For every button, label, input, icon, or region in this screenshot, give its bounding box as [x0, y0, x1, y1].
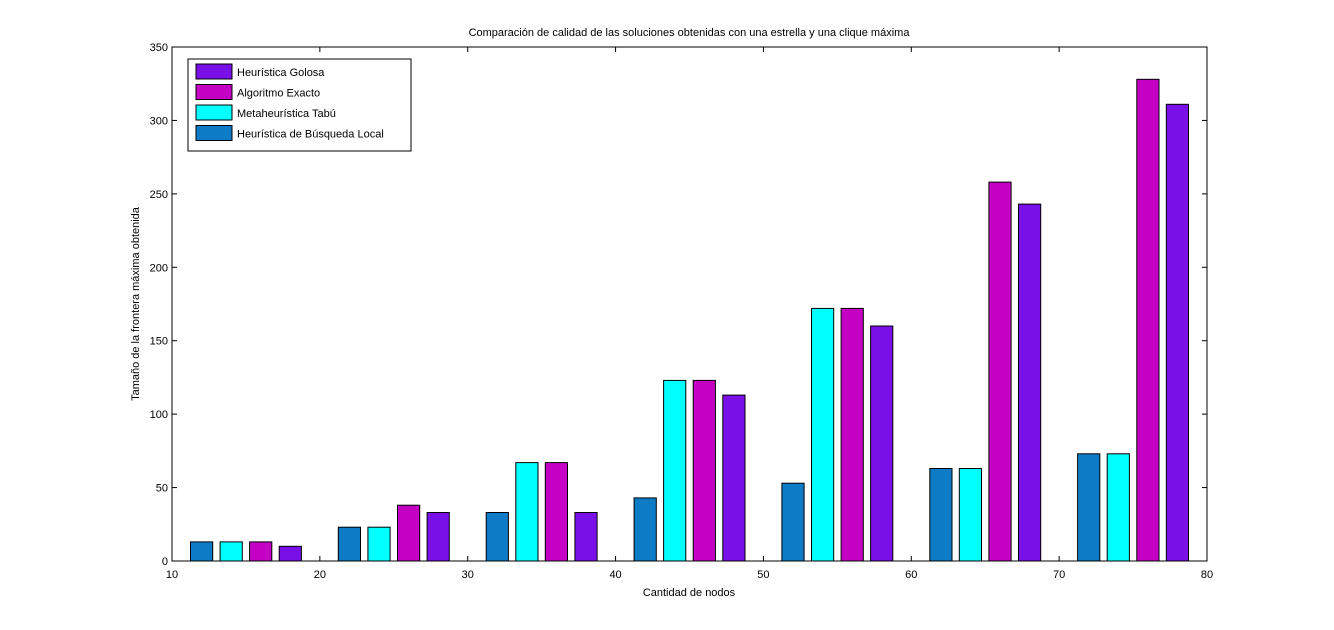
bar [1077, 453, 1101, 562]
legend-label: Heurística Golosa [237, 67, 325, 79]
bar [219, 541, 243, 562]
x-tick-label: 10 [166, 569, 178, 581]
bar [485, 512, 509, 562]
legend-swatch [195, 104, 233, 121]
x-tick-label: 30 [462, 569, 474, 581]
bar [811, 307, 835, 562]
chart-title: Comparación de calidad de las soluciones… [469, 27, 911, 39]
y-tick-label: 300 [150, 115, 168, 127]
bar [249, 541, 273, 562]
bar [958, 468, 982, 562]
legend-label: Metaheurística Tabú [237, 108, 336, 120]
y-tick-label: 100 [150, 409, 168, 421]
bar [190, 541, 214, 562]
bar [544, 462, 568, 562]
y-tick-label: 200 [150, 262, 168, 274]
bar [337, 526, 361, 562]
bar [663, 379, 687, 562]
x-tick-label: 80 [1201, 569, 1213, 581]
bar [781, 482, 805, 562]
y-tick-label: 50 [156, 483, 168, 495]
legend-label: Algoritmo Exacto [237, 88, 320, 100]
x-tick-label: 60 [905, 569, 917, 581]
bar [1165, 103, 1190, 562]
x-tick-label: 50 [757, 569, 769, 581]
legend: Heurística Golosa Algoritmo Exacto Metaheu… [187, 58, 412, 152]
bar [574, 512, 598, 562]
legend-label: Heurística de Búsqueda Local [237, 129, 384, 141]
bar [367, 526, 391, 562]
bar [1018, 203, 1042, 562]
bar [1106, 453, 1130, 562]
bar [870, 325, 894, 562]
bar [397, 504, 421, 562]
x-axis-label: Cantidad de nodos [643, 587, 736, 599]
bar [515, 462, 539, 562]
x-tick-label: 70 [1053, 569, 1065, 581]
bar [1136, 78, 1160, 562]
y-tick-label: 0 [162, 556, 168, 568]
y-tick-label: 350 [150, 42, 168, 54]
y-axis-label: Tamaño de la frontera máxima obtenida [130, 206, 142, 401]
x-tick-label: 20 [314, 569, 326, 581]
bar [988, 181, 1012, 562]
bar [633, 497, 657, 562]
bar [692, 379, 716, 562]
bar [426, 512, 450, 562]
legend-swatch [195, 63, 233, 80]
legend-swatch [195, 125, 233, 141]
bar [278, 545, 302, 562]
bar [840, 307, 864, 562]
bars-group [190, 78, 1190, 562]
legend-swatch [195, 84, 233, 100]
axis-ticks: 10 20 30 40 50 60 70 80 0 50 100 150 200 250 300 350 [150, 42, 1213, 581]
bar [929, 468, 953, 562]
bar [722, 394, 746, 562]
x-tick-label: 40 [609, 569, 621, 581]
y-tick-label: 250 [150, 189, 168, 201]
y-tick-label: 150 [150, 336, 168, 348]
